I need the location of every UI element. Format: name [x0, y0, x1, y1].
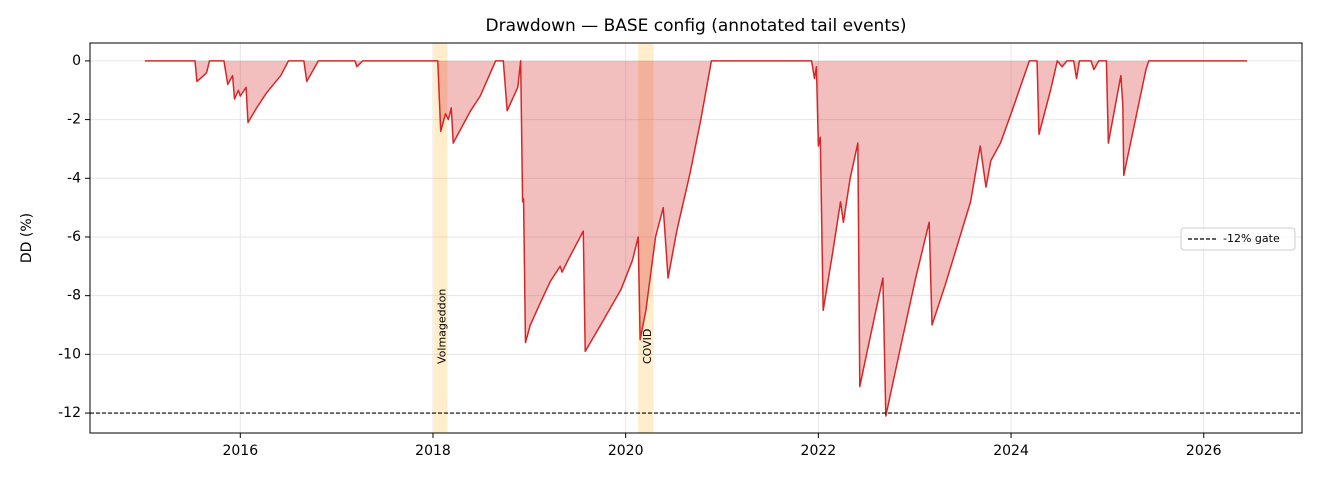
drawdown-area — [144, 60, 1248, 416]
plot-frame — [89, 42, 1303, 434]
y-axis-label: DD (%) — [19, 213, 35, 263]
x-tick-label: 2020 — [608, 443, 644, 459]
x-tick-label: 2024 — [993, 443, 1029, 459]
event-span — [638, 43, 654, 433]
y-tick-label: 0 — [72, 53, 81, 69]
event-label: COVID — [641, 329, 654, 364]
x-tick-label: 2016 — [222, 443, 258, 459]
y-tick-label: -10 — [58, 346, 81, 362]
event-span — [433, 43, 448, 433]
chart-title: Drawdown — BASE config (annotated tail e… — [486, 16, 907, 36]
y-tick-label: -12 — [58, 405, 81, 421]
drawdown-line — [144, 60, 1248, 417]
y-tick-label: -8 — [67, 288, 81, 304]
x-tick-label: 2018 — [415, 443, 451, 459]
legend-box — [1180, 227, 1296, 251]
event-label: Volmageddon — [436, 289, 449, 364]
y-tick-label: -4 — [67, 170, 81, 186]
y-tick-label: -2 — [67, 112, 81, 128]
x-tick-label: 2026 — [1186, 443, 1222, 459]
legend-label: -12% gate — [1223, 232, 1280, 245]
x-tick-label: 2022 — [801, 443, 837, 459]
y-tick-label: -6 — [67, 229, 81, 245]
